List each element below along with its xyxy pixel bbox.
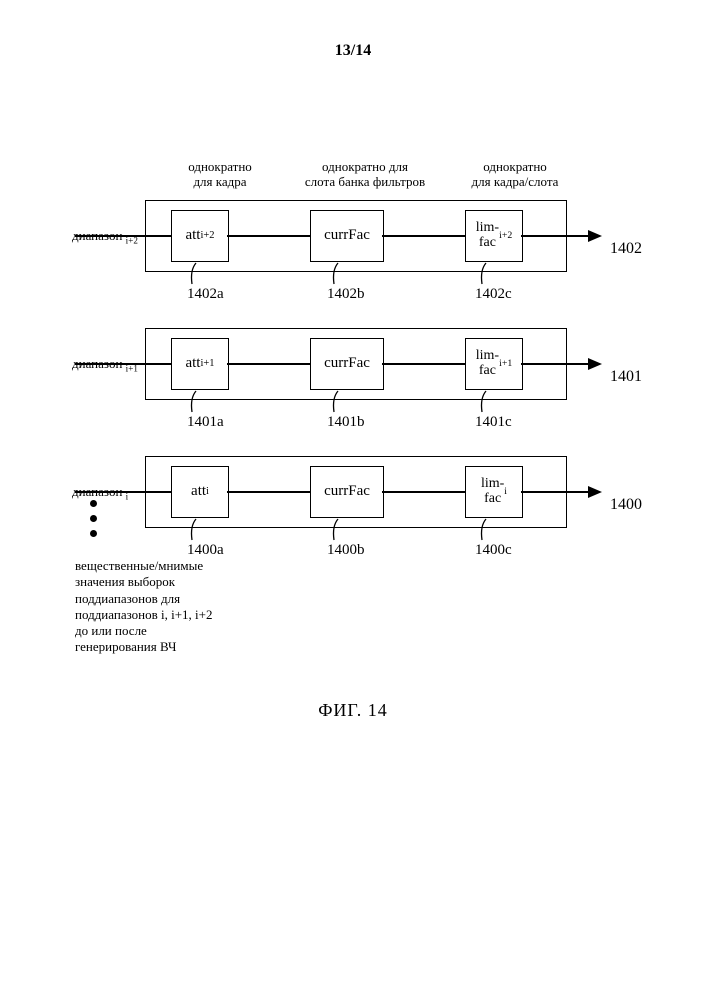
band-label-i: диапазон i: [72, 484, 128, 502]
page: 13/14 однократно для кадра однократно дл…: [0, 0, 706, 1000]
subref-1400c: 1400c: [475, 542, 512, 559]
att-box-i1: atti+1: [171, 338, 229, 390]
vertical-ellipsis: [90, 500, 98, 545]
subref-1401c: 1401c: [475, 414, 512, 431]
band-label-i1: диапазон i+1: [72, 356, 138, 374]
att-box-i: atti: [171, 466, 229, 518]
output-line-i2: [521, 235, 590, 237]
output-ref-i: 1400: [610, 496, 642, 514]
figure-14-diagram: однократно для кадра однократно для слот…: [95, 160, 620, 640]
output-line-i: [521, 491, 590, 493]
subref-1401b: 1401b: [327, 414, 365, 431]
currfac-box-i2: currFac: [310, 210, 384, 262]
output-arrow-i1: [588, 358, 602, 370]
output-arrow-i2: [588, 230, 602, 242]
input-line-i: [75, 491, 171, 493]
currfac-box-i1: currFac: [310, 338, 384, 390]
mid-line-i2-2: [382, 235, 465, 237]
mid-line-i1-2: [382, 363, 465, 365]
col-header-currfac: однократно для слота банка фильтров: [280, 160, 450, 190]
subband-samples-label: вещественные/мнимые значения выборок под…: [75, 558, 213, 656]
mid-line-i-2: [382, 491, 465, 493]
output-ref-i2: 1402: [610, 240, 642, 258]
mid-line-i-1: [227, 491, 310, 493]
limfac-box-i: lim-faci: [465, 466, 523, 518]
output-ref-i1: 1401: [610, 368, 642, 386]
input-line-i1: [75, 363, 171, 365]
subref-1402b: 1402b: [327, 286, 365, 303]
figure-caption: ФИГ. 14: [0, 700, 706, 721]
currfac-box-i: currFac: [310, 466, 384, 518]
subref-1400b: 1400b: [327, 542, 365, 559]
output-line-i1: [521, 363, 590, 365]
subref-1401a: 1401a: [187, 414, 224, 431]
att-box-i2: atti+2: [171, 210, 229, 262]
limfac-box-i2: lim-faci+2: [465, 210, 523, 262]
page-number: 13/14: [0, 42, 706, 60]
input-line-i2: [75, 235, 171, 237]
col-header-limfac: однократно для кадра/слота: [450, 160, 580, 190]
limfac-box-i1: lim-faci+1: [465, 338, 523, 390]
col-header-att: однократно для кадра: [165, 160, 275, 190]
subref-1400a: 1400a: [187, 542, 224, 559]
output-arrow-i: [588, 486, 602, 498]
mid-line-i1-1: [227, 363, 310, 365]
subref-1402a: 1402a: [187, 286, 224, 303]
mid-line-i2-1: [227, 235, 310, 237]
subref-1402c: 1402c: [475, 286, 512, 303]
band-label-i2: диапазон i+2: [72, 228, 138, 246]
